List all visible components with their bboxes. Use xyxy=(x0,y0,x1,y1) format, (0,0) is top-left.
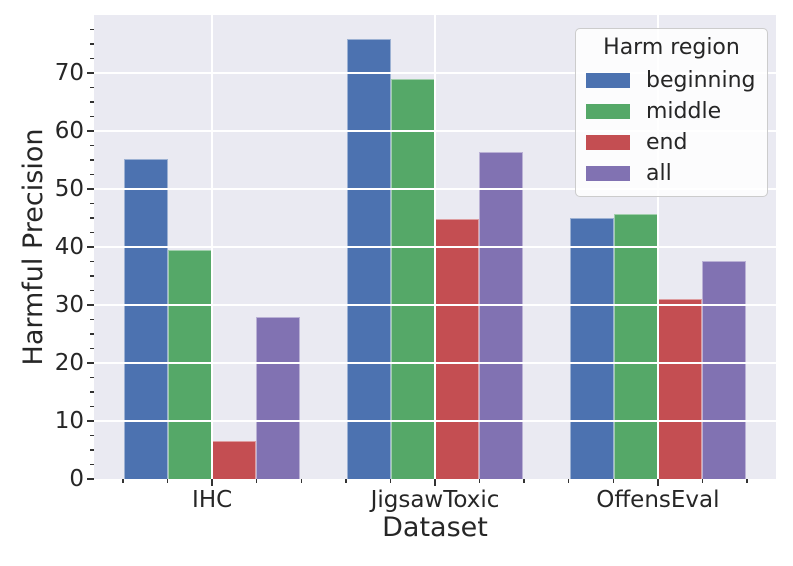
legend-title: Harm region xyxy=(603,35,740,60)
y-major-tick-60 xyxy=(87,130,94,132)
y-major-tick-30 xyxy=(87,304,94,306)
y-major-tick-10 xyxy=(87,420,94,422)
y-tick-label-10: 10 xyxy=(54,408,84,434)
y-minor-tick xyxy=(90,173,94,176)
x-minor-tick xyxy=(345,479,347,483)
y-minor-tick xyxy=(90,318,94,321)
y-minor-tick xyxy=(90,202,94,205)
bar-OffensEval-middle xyxy=(613,213,658,479)
x-minor-tick xyxy=(701,479,704,483)
y-major-tick-0 xyxy=(87,478,94,480)
y-minor-tick xyxy=(90,289,94,292)
gridline-x-JigsawToxic xyxy=(434,15,436,479)
y-tick-label-30: 30 xyxy=(54,292,84,318)
gridline-x-IHC xyxy=(211,15,214,479)
bar-OffensEval-end xyxy=(657,299,702,479)
y-tick-label-0: 0 xyxy=(69,466,84,492)
y-tick-label-50: 50 xyxy=(54,176,84,202)
y-minor-tick xyxy=(90,405,94,408)
y-minor-tick xyxy=(90,86,94,89)
y-minor-tick xyxy=(90,144,94,147)
x-minor-tick xyxy=(255,479,258,483)
x-minor-tick xyxy=(122,479,124,483)
legend-item-beginning: beginning xyxy=(576,65,767,96)
y-major-tick-40 xyxy=(87,246,94,248)
y-minor-tick xyxy=(90,115,94,118)
y-tick-label-60: 60 xyxy=(54,118,84,144)
bar-JigsawToxic-beginning xyxy=(347,39,391,479)
y-minor-tick xyxy=(90,101,94,103)
y-minor-tick xyxy=(90,347,94,350)
x-tick-label-JigsawToxic: JigsawToxic xyxy=(370,487,500,513)
y-minor-tick xyxy=(90,57,94,60)
x-minor-tick xyxy=(389,479,392,483)
x-minor-tick xyxy=(478,479,481,483)
bar-OffensEval-beginning xyxy=(569,218,614,479)
y-minor-tick xyxy=(90,260,94,263)
legend-items: beginning middle end all xyxy=(576,65,767,189)
bar-JigsawToxic-all xyxy=(479,151,523,479)
x-minor-tick xyxy=(300,479,303,483)
x-minor-tick xyxy=(567,479,570,483)
x-major-tick-JigsawToxic xyxy=(434,479,436,486)
y-minor-tick xyxy=(90,449,94,451)
y-major-tick-20 xyxy=(87,362,94,364)
legend-label-all: all xyxy=(646,161,672,186)
legend: Harm region beginning middle end all xyxy=(575,28,768,197)
y-major-tick-50 xyxy=(87,188,94,190)
gridline-x-OffensEval xyxy=(656,15,659,479)
bar-IHC-all xyxy=(256,316,301,479)
y-minor-tick xyxy=(90,333,94,335)
y-minor-tick xyxy=(90,275,94,277)
x-tick-label-OffensEval: OffensEval xyxy=(596,487,720,513)
x-minor-tick xyxy=(612,479,615,483)
legend-swatch-all-icon xyxy=(586,166,630,181)
x-major-tick-IHC xyxy=(211,479,214,486)
y-tick-label-40: 40 xyxy=(54,234,84,260)
legend-item-end: end xyxy=(576,127,767,158)
bar-IHC-end xyxy=(212,441,257,479)
y-minor-tick xyxy=(90,391,94,393)
x-axis-label: Dataset xyxy=(382,512,488,543)
legend-swatch-beginning-icon xyxy=(586,73,630,88)
x-minor-tick xyxy=(523,479,525,483)
y-major-tick-70 xyxy=(87,72,94,74)
y-minor-tick xyxy=(90,28,94,31)
x-minor-tick xyxy=(746,479,748,483)
y-tick-label-20: 20 xyxy=(54,350,84,376)
legend-swatch-end-icon xyxy=(586,135,630,150)
x-minor-tick xyxy=(166,479,169,483)
bar-JigsawToxic-middle xyxy=(391,78,435,479)
legend-item-middle: middle xyxy=(576,96,767,127)
legend-item-all: all xyxy=(576,158,767,189)
y-minor-tick xyxy=(90,434,94,437)
bar-IHC-middle xyxy=(168,249,213,479)
y-minor-tick xyxy=(90,231,94,234)
legend-label-end: end xyxy=(646,130,688,155)
y-tick-label-70: 70 xyxy=(54,60,84,86)
legend-swatch-middle-icon xyxy=(586,104,630,119)
bar-OffensEval-all xyxy=(701,260,746,479)
y-minor-tick xyxy=(90,376,94,379)
legend-label-beginning: beginning xyxy=(646,68,756,93)
y-minor-tick xyxy=(90,463,94,466)
y-minor-tick xyxy=(90,217,94,219)
legend-label-middle: middle xyxy=(646,99,722,124)
y-minor-tick xyxy=(90,43,94,45)
bar-IHC-beginning xyxy=(124,159,169,479)
x-major-tick-OffensEval xyxy=(656,479,659,486)
x-tick-label-IHC: IHC xyxy=(192,487,233,513)
bar-JigsawToxic-end xyxy=(435,219,479,479)
y-minor-tick xyxy=(90,159,94,161)
